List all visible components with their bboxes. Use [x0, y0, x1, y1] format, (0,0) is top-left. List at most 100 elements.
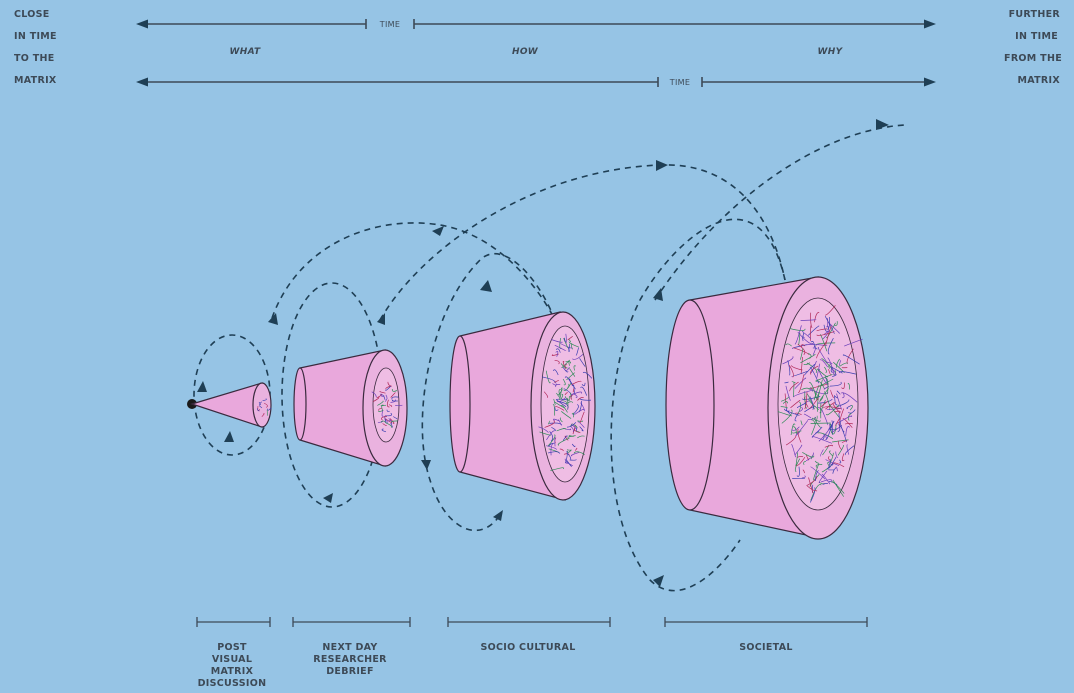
scribble-stroke — [388, 404, 393, 408]
loop-arrow-3 — [268, 313, 278, 325]
scribble-stroke — [844, 423, 854, 425]
scribble-stroke — [567, 450, 572, 453]
stage-brackets — [196, 617, 868, 627]
scribble-stroke — [828, 456, 837, 469]
scribble-cone-3 — [538, 333, 593, 472]
scribble-stroke — [835, 415, 853, 425]
scribble-stroke — [391, 420, 398, 423]
scribble-stroke — [267, 407, 272, 411]
scribble-stroke — [565, 333, 567, 344]
scribble-stroke — [809, 487, 816, 503]
stage-2-line-2: RESEARCHER — [313, 654, 387, 665]
scribble-stroke — [562, 400, 567, 403]
scribble-stroke — [825, 424, 833, 441]
scribble-stroke — [826, 318, 829, 328]
scribble-stroke — [563, 338, 569, 348]
scribble-stroke — [554, 359, 560, 365]
scribble-stroke — [815, 470, 819, 482]
scribble-stroke — [822, 434, 825, 441]
scribble-cone-1 — [257, 398, 272, 418]
scribble-stroke — [782, 356, 794, 365]
scribble-stroke — [258, 401, 261, 406]
phase-label-what: WHAT — [230, 47, 261, 57]
scribble-stroke — [555, 406, 565, 411]
scribble-stroke — [841, 382, 845, 390]
scribble-stroke — [803, 363, 816, 376]
stage-1-line-1: POST — [217, 642, 247, 653]
scribble-stroke — [817, 432, 834, 439]
scribble-stroke — [834, 321, 838, 326]
scribble-stroke — [832, 439, 849, 443]
scribble-stroke — [839, 362, 849, 367]
close-label-line-3: TO THE — [14, 53, 55, 64]
feedback-loops — [193, 119, 906, 592]
loop-arrow-13 — [653, 575, 664, 587]
scribble-stroke — [795, 452, 798, 467]
scribble-stroke — [550, 467, 564, 472]
scribble-stroke — [790, 400, 801, 409]
scribble-stroke — [817, 379, 823, 398]
scribble-stroke — [788, 365, 794, 378]
scribble-stroke — [832, 368, 836, 375]
scribble-stroke — [378, 408, 382, 411]
scribble-stroke — [539, 431, 551, 436]
scribble-stroke — [815, 373, 833, 382]
scribble-stroke — [810, 312, 813, 329]
scribble-stroke — [794, 458, 801, 473]
scribble-cone-4 — [777, 305, 863, 503]
scribble-stroke — [567, 435, 576, 438]
scribble-stroke — [380, 404, 387, 407]
scribble-stroke — [818, 470, 828, 484]
scribble-stroke — [580, 386, 588, 396]
scribble-stroke — [569, 459, 577, 461]
scribble-stroke — [813, 463, 820, 481]
scribble-stroke — [548, 442, 555, 447]
scribble-stroke — [819, 388, 829, 401]
scribble-stroke — [560, 363, 568, 369]
scribble-stroke — [802, 336, 805, 342]
loop-3-4-arc — [379, 164, 786, 321]
loop-arrow-12 — [653, 288, 663, 301]
scribble-stroke — [386, 409, 390, 412]
scribble-stroke — [552, 404, 556, 416]
further-label-line-1: FURTHER — [1009, 9, 1061, 20]
scribble-stroke — [571, 424, 577, 430]
scribble-stroke — [818, 378, 834, 387]
scribble-stroke — [371, 391, 377, 398]
scribble-stroke — [257, 408, 260, 412]
scribble-stroke — [836, 399, 850, 408]
scribble-stroke — [544, 420, 555, 428]
scribble-stroke — [385, 418, 391, 422]
scribble-stroke — [842, 418, 853, 428]
scribble-stroke — [835, 451, 839, 458]
scribble-stroke — [554, 380, 560, 383]
scribble-stroke — [555, 348, 561, 353]
scribble-stroke — [806, 362, 818, 374]
cone-1 — [187, 382, 272, 428]
loop-arrow-4 — [377, 313, 385, 325]
scribble-stroke — [802, 452, 815, 458]
scribble-stroke — [832, 403, 841, 414]
scribble-stroke — [543, 391, 549, 398]
scribble-stroke — [793, 389, 812, 398]
scribble-stroke — [380, 393, 385, 397]
scribble-stroke — [847, 383, 850, 390]
scribble-stroke — [785, 435, 797, 446]
scribble-stroke — [565, 360, 571, 364]
cone-2 — [293, 349, 408, 467]
scribble-stroke — [835, 466, 838, 472]
scribble-stroke — [795, 432, 800, 437]
scribble-stroke — [848, 409, 856, 414]
scribble-stroke — [552, 369, 559, 376]
scribble-stroke — [829, 381, 842, 387]
scribble-stroke — [792, 430, 802, 434]
scribble-stroke — [846, 444, 850, 455]
scribble-stroke — [386, 399, 390, 408]
scribble-stroke — [825, 459, 840, 467]
scribble-stroke — [564, 376, 573, 387]
scribble-stroke — [821, 473, 831, 485]
scribble-stroke — [556, 397, 566, 403]
scribble-stroke — [568, 378, 576, 390]
further-label-line-4: MATRIX — [1017, 75, 1060, 86]
